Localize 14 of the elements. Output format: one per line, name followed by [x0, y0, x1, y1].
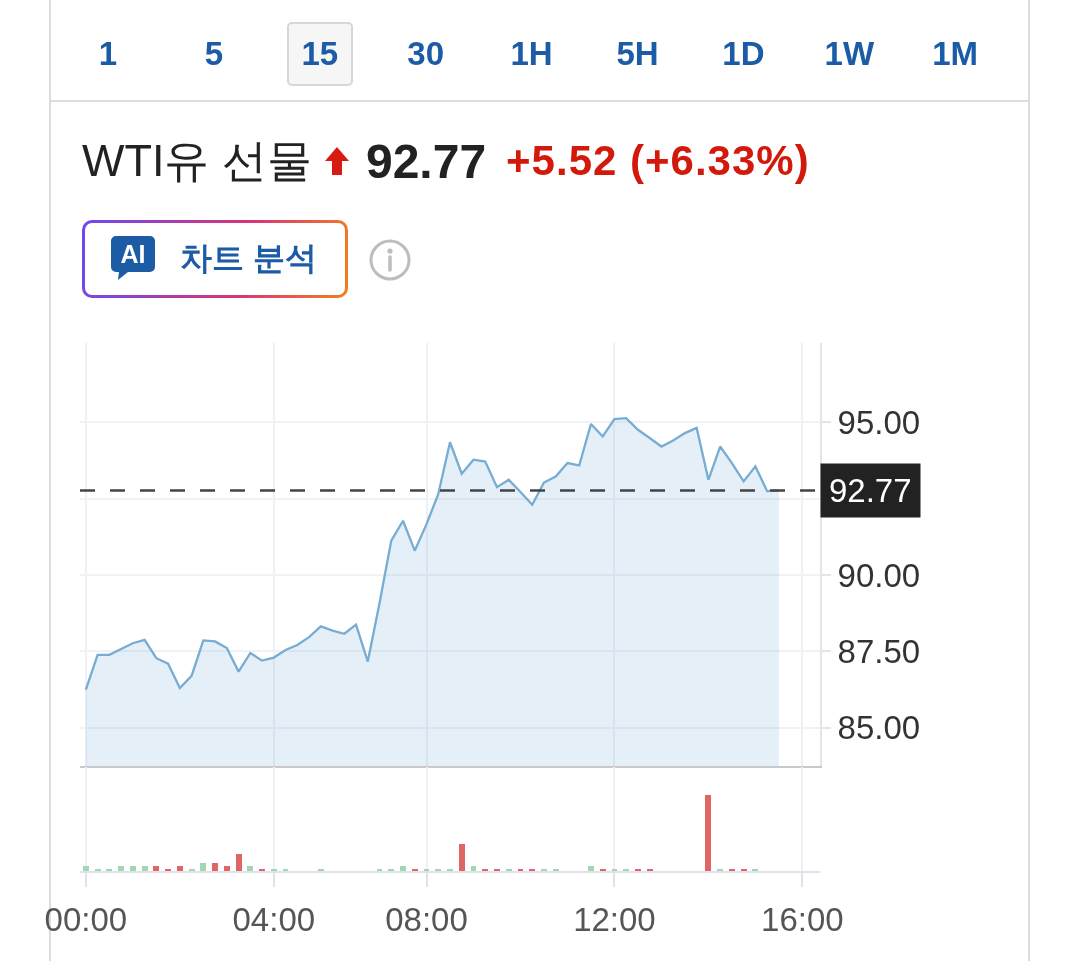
tab: 1H [498, 22, 565, 86]
tab: 5H [604, 22, 671, 86]
x-tick-label: 16:00 [761, 900, 844, 938]
tab: 1W [816, 22, 883, 86]
tab: 1M [922, 22, 989, 86]
tab: 30 [392, 22, 459, 86]
x-tick-label: 04:00 [232, 900, 316, 938]
x-tick-label: 12:00 [573, 900, 656, 938]
tab: 15 [286, 22, 353, 86]
tab: 5 [180, 22, 247, 86]
tab: 1 [75, 22, 141, 86]
x-tick-label: 08:00 [385, 900, 468, 938]
x-tick-label: 00:00 [44, 900, 128, 938]
tab: 1D [710, 22, 777, 86]
